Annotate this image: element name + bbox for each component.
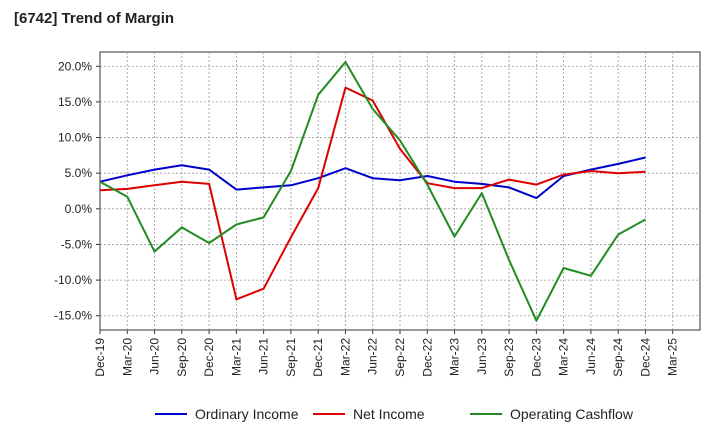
x-tick-label: Sep-21 <box>284 338 298 377</box>
y-tick-label: -10.0% <box>54 273 92 287</box>
x-tick-label: Mar-24 <box>557 338 571 376</box>
x-tick-label: Dec-21 <box>311 338 325 377</box>
series-line-ordinary-income <box>99 156 646 200</box>
x-tick-label: Jun-21 <box>257 338 271 375</box>
x-tick-label: Sep-23 <box>502 338 516 377</box>
x-tick-label: Sep-22 <box>393 338 407 377</box>
x-tick-label: Jun-20 <box>148 338 162 375</box>
x-tick-label: Dec-19 <box>93 338 107 377</box>
legend-label: Operating Cashflow <box>510 406 634 422</box>
y-tick-label: 20.0% <box>58 59 92 73</box>
y-tick-label: 0.0% <box>65 202 93 216</box>
chart-title: [6742] Trend of Margin <box>14 10 175 27</box>
x-tick-label: Jun-22 <box>366 338 380 375</box>
x-tick-label: Mar-21 <box>229 338 243 376</box>
x-tick-label: Mar-22 <box>338 338 352 376</box>
y-tick-label: 5.0% <box>65 166 93 180</box>
y-tick-label: 10.0% <box>58 131 92 145</box>
x-axis: Dec-19 Mar-20 Jun-20 Sep-20 Dec-20 Mar-21 Jun-… <box>93 330 680 377</box>
legend-label: Net Income <box>353 406 425 422</box>
y-axis: -15.0% -10.0% -5.0% 0.0% 5.0% 10.0% 15.0% 20.0% <box>54 59 100 323</box>
x-tick-label: Dec-24 <box>638 338 652 377</box>
x-tick-label: Dec-20 <box>202 338 216 377</box>
series-line-operating-cashflow <box>99 61 646 322</box>
x-tick-label: Dec-23 <box>529 338 543 377</box>
y-tick-label: 15.0% <box>58 95 92 109</box>
series-line-net-income <box>99 86 646 301</box>
x-tick-label: Dec-22 <box>420 338 434 377</box>
grid-lines <box>100 52 700 330</box>
x-tick-label: Sep-24 <box>611 338 625 377</box>
x-tick-label: Jun-24 <box>584 338 598 375</box>
x-tick-label: Mar-23 <box>448 338 462 376</box>
x-tick-label: Sep-20 <box>175 338 189 377</box>
plot-area <box>99 51 701 331</box>
series-lines <box>99 61 646 322</box>
x-tick-label: Jun-23 <box>475 338 489 375</box>
legend: Ordinary Income Net Income Operating Cashf… <box>155 406 634 422</box>
legend-label: Ordinary Income <box>195 406 299 422</box>
y-tick-label: -5.0% <box>61 237 93 251</box>
x-tick-label: Mar-25 <box>666 338 680 376</box>
y-tick-label: -15.0% <box>54 309 92 323</box>
x-tick-label: Mar-20 <box>120 338 134 376</box>
